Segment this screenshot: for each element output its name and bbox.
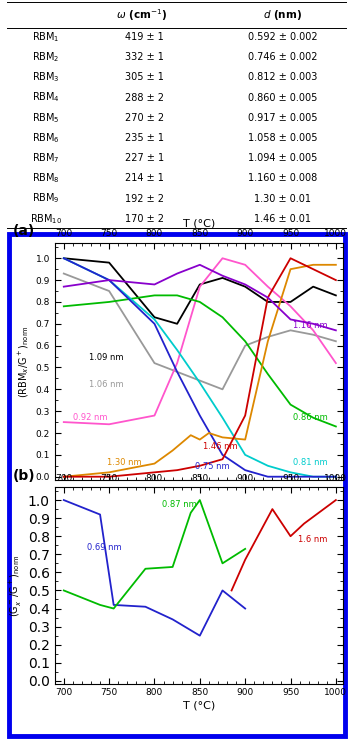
Text: 270 ± 2: 270 ± 2 xyxy=(125,113,164,123)
Text: 1.30 nm: 1.30 nm xyxy=(107,458,142,467)
Text: 0.592 ± 0.002: 0.592 ± 0.002 xyxy=(247,32,317,42)
Text: 214 ± 1: 214 ± 1 xyxy=(125,173,164,184)
Text: 0.917 ± 0.005: 0.917 ± 0.005 xyxy=(248,113,317,123)
Text: 235 ± 1: 235 ± 1 xyxy=(125,133,164,143)
Text: 0.746 ± 0.002: 0.746 ± 0.002 xyxy=(248,52,317,62)
Text: RBM$_{9}$: RBM$_{9}$ xyxy=(32,192,60,206)
Y-axis label: (G$^-_x$/G$^+$)$_\mathrm{norm}$: (G$^-_x$/G$^+$)$_\mathrm{norm}$ xyxy=(7,554,24,617)
Text: RBM$_{4}$: RBM$_{4}$ xyxy=(32,91,60,105)
Text: 1.30 ± 0.01: 1.30 ± 0.01 xyxy=(254,194,311,204)
Text: 1.058 ± 0.005: 1.058 ± 0.005 xyxy=(248,133,317,143)
Text: RBM$_{1}$: RBM$_{1}$ xyxy=(32,30,60,44)
Text: (a): (a) xyxy=(13,224,35,239)
Text: RBM$_{2}$: RBM$_{2}$ xyxy=(32,51,60,64)
Y-axis label: (RBM$_x$/G$^+$)$_\mathrm{norm}$: (RBM$_x$/G$^+$)$_\mathrm{norm}$ xyxy=(17,325,31,398)
Text: $d$ (nm): $d$ (nm) xyxy=(263,8,302,22)
Text: 1.06 nm: 1.06 nm xyxy=(89,380,124,389)
Text: RBM$_{6}$: RBM$_{6}$ xyxy=(32,131,60,145)
Text: 227 ± 1: 227 ± 1 xyxy=(125,153,164,163)
X-axis label: T (°C): T (°C) xyxy=(183,218,215,228)
Text: 0.86 nm: 0.86 nm xyxy=(293,413,328,422)
Text: 0.812 ± 0.003: 0.812 ± 0.003 xyxy=(248,72,317,82)
Text: 0.75 nm: 0.75 nm xyxy=(195,462,230,471)
Text: 332 ± 1: 332 ± 1 xyxy=(125,52,164,62)
Text: 1.09 nm: 1.09 nm xyxy=(89,353,124,362)
Text: $\omega$ (cm$^{-1}$): $\omega$ (cm$^{-1}$) xyxy=(116,7,167,23)
Text: 419 ± 1: 419 ± 1 xyxy=(125,32,164,42)
Text: 0.81 nm: 0.81 nm xyxy=(293,458,328,467)
Text: 1.46 ± 0.01: 1.46 ± 0.01 xyxy=(254,214,311,224)
Text: RBM$_{8}$: RBM$_{8}$ xyxy=(32,172,60,185)
Text: 1.6 nm: 1.6 nm xyxy=(298,536,327,545)
Text: RBM$_{7}$: RBM$_{7}$ xyxy=(32,152,60,165)
Text: 1.160 ± 0.008: 1.160 ± 0.008 xyxy=(248,173,317,184)
Text: 1.46 nm: 1.46 nm xyxy=(203,441,237,450)
Text: RBM$_{10}$: RBM$_{10}$ xyxy=(30,212,62,226)
X-axis label: T (°C): T (°C) xyxy=(183,700,215,710)
Text: 0.92 nm: 0.92 nm xyxy=(73,413,107,422)
Text: 170 ± 2: 170 ± 2 xyxy=(125,214,164,224)
Text: 288 ± 2: 288 ± 2 xyxy=(125,93,164,103)
Text: 1.16 nm: 1.16 nm xyxy=(293,322,328,331)
Text: 1.094 ± 0.005: 1.094 ± 0.005 xyxy=(248,153,317,163)
Text: 0.69 nm: 0.69 nm xyxy=(87,543,122,553)
Text: RBM$_{5}$: RBM$_{5}$ xyxy=(32,111,60,125)
Text: 0.87 nm: 0.87 nm xyxy=(162,500,197,509)
Text: 192 ± 2: 192 ± 2 xyxy=(125,194,164,204)
Text: RBM$_{3}$: RBM$_{3}$ xyxy=(32,71,60,84)
Text: 305 ± 1: 305 ± 1 xyxy=(125,72,164,82)
Text: 0.860 ± 0.005: 0.860 ± 0.005 xyxy=(248,93,317,103)
Text: (b): (b) xyxy=(13,470,36,484)
